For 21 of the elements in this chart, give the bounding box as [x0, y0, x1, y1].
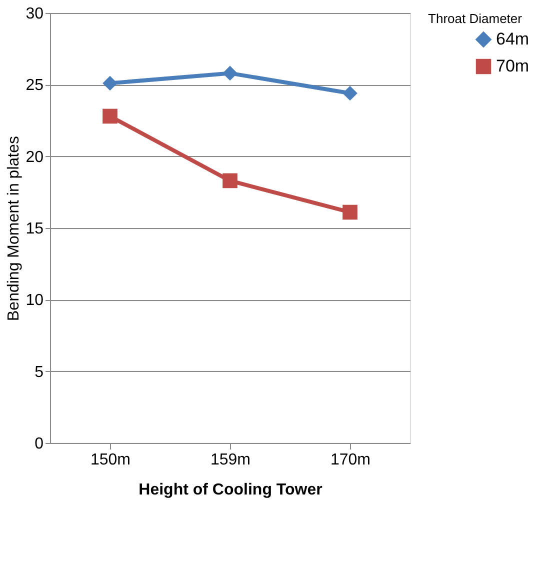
y-tick-label: 25 [26, 77, 44, 94]
point [102, 108, 118, 124]
y-tick-label: 15 [26, 220, 44, 238]
legend-label: 70m [496, 56, 530, 76]
y-tick-label: 5 [34, 364, 44, 381]
point [342, 86, 358, 101]
point [342, 204, 358, 220]
y-tick-label: 0 [34, 436, 44, 452]
point [102, 76, 118, 91]
x-tick-label: 159m [210, 452, 251, 468]
y-tick-label: 20 [26, 148, 44, 166]
point [222, 66, 238, 81]
y-axis-title: Bending Moment in plates [6, 136, 23, 321]
point [222, 173, 238, 188]
legend-label: 64m [496, 30, 530, 48]
y-tick-label: 10 [26, 292, 44, 310]
legend-title: Throat Diameter [428, 11, 523, 26]
y-tick-label: 30 [26, 6, 44, 22]
x-tick-label: 150m [90, 452, 131, 468]
x-tick-label: 170m [330, 452, 371, 468]
x-axis-title: Height of Cooling Tower [138, 482, 322, 498]
